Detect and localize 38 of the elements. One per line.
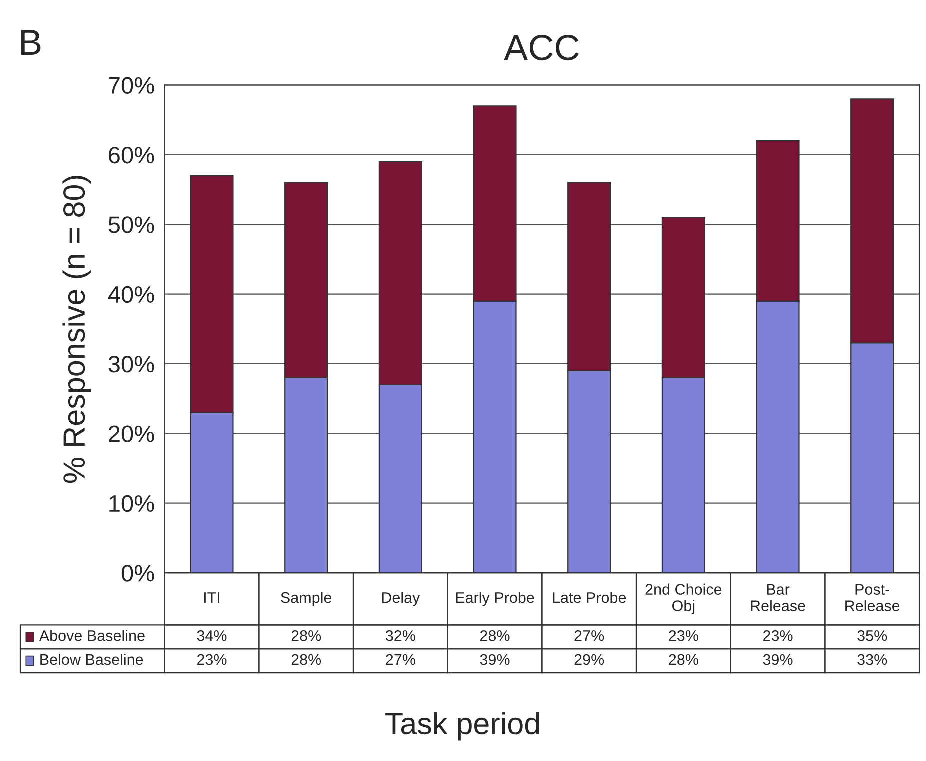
data-label: 27%	[386, 654, 416, 666]
x-tick-label: Delay	[382, 592, 420, 606]
x-tick-label: Sample	[281, 592, 332, 606]
data-label: 33%	[858, 654, 888, 666]
x-tick-label: Bar Release	[751, 584, 806, 612]
data-label: 23%	[763, 630, 793, 642]
x-tick-label: Late Probe	[553, 592, 626, 604]
data-label: 32%	[386, 630, 416, 642]
data-label: 39%	[480, 654, 510, 666]
y-tick-label: 20%	[109, 426, 154, 442]
y-tick-label: 30%	[108, 356, 154, 373]
x-tick-label: Post- Release	[846, 584, 900, 612]
y-tick-label: 10%	[110, 495, 154, 512]
data-label: 27%	[574, 630, 604, 642]
x-tick-label: Early Probe	[456, 592, 534, 606]
y-axis-title: % Responsive (n = 80)	[62, 176, 92, 484]
data-label: 35%	[858, 630, 888, 642]
data-label: 29%	[574, 654, 604, 666]
data-label: 34%	[197, 630, 227, 642]
data-label: 28%	[669, 654, 698, 666]
data-label: 23%	[669, 630, 698, 642]
data-label: 23%	[197, 654, 227, 666]
legend-label: Below Baseline	[40, 654, 144, 666]
y-tick-label: 40%	[108, 286, 154, 304]
data-label: 39%	[763, 654, 793, 666]
legend-label: Above Baseline	[39, 630, 145, 642]
x-tick-label: ITI	[204, 592, 220, 604]
chart-title: ACC	[504, 35, 579, 61]
y-tick-label: 70%	[109, 77, 154, 94]
x-axis-title: Task period	[386, 712, 540, 741]
data-label: 28%	[480, 630, 510, 642]
text: B	[21, 30, 41, 55]
y-tick-label: 0%	[122, 565, 154, 582]
x-tick-label: 2nd Choice Obj	[646, 584, 722, 614]
y-tick-label: 50%	[108, 216, 154, 234]
data-label: 28%	[292, 654, 322, 666]
data-label: 28%	[292, 630, 322, 642]
y-tick-label: 60%	[109, 146, 154, 164]
